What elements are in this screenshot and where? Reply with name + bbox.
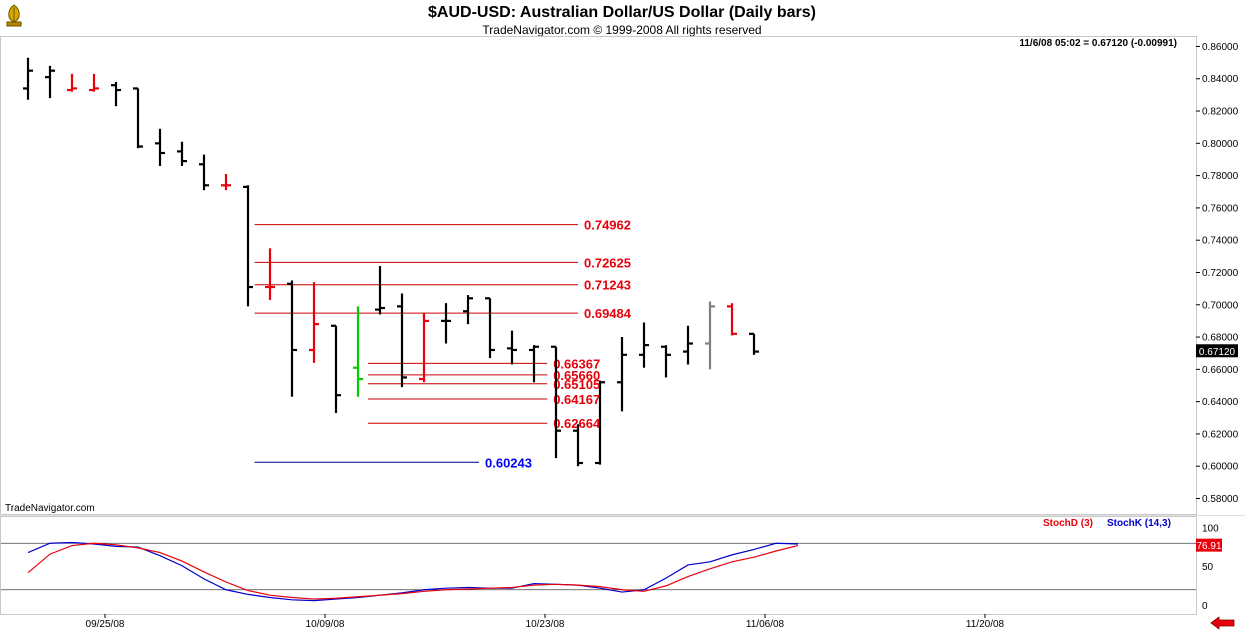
price-bar-14 <box>331 324 341 413</box>
date-tick-1: 10/09/08 <box>306 619 345 630</box>
stoch-last-badge: 76.91 <box>1196 538 1222 552</box>
price-bar-1 <box>45 65 55 99</box>
price-bar-32 <box>727 303 737 336</box>
price-bar-16 <box>375 266 385 315</box>
level-label-8: 0.62664 <box>553 416 601 431</box>
date-tick-2: 10/23/08 <box>526 619 565 630</box>
price-bar-27 <box>617 337 627 412</box>
stochastic-axis: 100 50 0 <box>1202 523 1219 612</box>
price-tick-11: 0.64000 <box>1202 397 1239 408</box>
legend-stoch-k: StochK (14,3) <box>1107 518 1171 529</box>
stoch-d-line <box>27 542 799 600</box>
trade-navigator-logo-icon <box>6 4 22 27</box>
last-quote-readout: 11/6/08 05:02 = 0.67120 (-0.00991) <box>1019 38 1177 49</box>
stoch-tick-1: 50 <box>1202 562 1214 573</box>
price-bar-9 <box>221 174 231 191</box>
price-bar-10 <box>243 185 253 307</box>
price-tick-3: 0.80000 <box>1202 139 1239 150</box>
price-bar-19 <box>441 303 451 344</box>
price-bar-17 <box>397 293 407 388</box>
price-bar-20 <box>463 295 473 325</box>
price-tick-2: 0.82000 <box>1202 107 1239 118</box>
last-price-label: 0.67120 <box>1199 347 1236 358</box>
price-bar-26 <box>595 380 605 465</box>
stochastic-panel <box>1 541 1196 602</box>
level-label-2: 0.71243 <box>584 278 631 293</box>
price-tick-10: 0.66000 <box>1202 365 1239 376</box>
price-bar-31 <box>705 301 715 370</box>
price-bar-2 <box>67 73 77 92</box>
price-tick-4: 0.78000 <box>1202 171 1239 182</box>
level-label-7: 0.64167 <box>553 392 600 407</box>
price-axis: 0.86000 0.84000 0.82000 0.80000 0.78000 0.760… <box>1196 42 1239 505</box>
price-tick-14: 0.58000 <box>1202 494 1239 505</box>
price-bar-12 <box>287 280 297 397</box>
stoch-k-line <box>27 541 799 602</box>
scroll-left-arrow-icon[interactable] <box>1209 616 1237 630</box>
date-tick-3: 11/06/08 <box>746 619 785 630</box>
price-tick-13: 0.60000 <box>1202 462 1239 473</box>
chart-title: $AUD-USD: Australian Dollar/US Dollar (D… <box>428 4 816 21</box>
price-tick-12: 0.62000 <box>1202 429 1239 440</box>
price-tick-5: 0.76000 <box>1202 203 1239 214</box>
price-panel-frame <box>0 36 1197 515</box>
stoch-tick-2: 0 <box>1202 601 1208 612</box>
price-bar-21 <box>485 297 495 359</box>
level-label-1: 0.72625 <box>584 255 631 270</box>
price-tick-9: 0.68000 <box>1202 333 1239 344</box>
price-tick-7: 0.72000 <box>1202 268 1239 279</box>
price-bar-0 <box>23 57 33 100</box>
stoch-last-label: 76.91 <box>1196 541 1221 552</box>
price-tick-8: 0.70000 <box>1202 300 1239 311</box>
price-bar-8 <box>199 154 209 191</box>
price-bar-7 <box>177 141 187 166</box>
price-bar-15 <box>353 306 363 397</box>
price-tick-6: 0.74000 <box>1202 236 1239 247</box>
price-bar-33 <box>749 332 759 355</box>
price-bar-30 <box>683 325 693 365</box>
price-bar-4 <box>111 81 121 107</box>
price-bar-29 <box>661 345 671 378</box>
date-axis: 09/25/08 10/09/08 10/23/08 11/06/08 11/20/08 <box>86 614 1005 630</box>
price-bar-6 <box>155 128 165 166</box>
date-tick-4: 11/20/08 <box>966 619 1005 630</box>
price-bar-18 <box>419 312 429 383</box>
price-bar-23 <box>529 345 539 383</box>
price-bar-13 <box>309 282 319 363</box>
price-bar-5 <box>133 87 143 149</box>
level-label-4: 0.66367 <box>553 356 600 371</box>
price-bar-11 <box>265 248 275 300</box>
price-bar-3 <box>89 73 99 92</box>
stoch-tick-0: 100 <box>1202 523 1219 534</box>
chart-subtitle: TradeNavigator.com © 1999-2008 All right… <box>482 23 761 37</box>
level-label-6: 0.65105 <box>553 377 600 392</box>
price-bar-25 <box>573 424 583 467</box>
stoch-panel-frame <box>0 516 1197 615</box>
date-tick-0: 09/25/08 <box>86 619 125 630</box>
level-label-5: 0.65660 <box>553 368 600 383</box>
price-tick-1: 0.84000 <box>1202 74 1239 85</box>
level-label-0: 0.74962 <box>584 218 631 233</box>
credit-label: TradeNavigator.com <box>5 503 95 514</box>
price-bar-24 <box>551 345 561 459</box>
level-label-9: 0.60243 <box>485 455 532 470</box>
price-bar-22 <box>507 330 517 365</box>
level-label-3: 0.69484 <box>584 306 632 321</box>
legend-stoch-d: StochD (3) <box>1043 518 1093 529</box>
price-tick-0: 0.86000 <box>1202 42 1239 53</box>
fib-levels: 0.74962 0.72625 0.71243 0.69484 0.663670.656… <box>254 218 632 470</box>
last-price-badge: 0.67120 <box>1196 344 1238 358</box>
price-bars <box>23 57 759 467</box>
price-bar-28 <box>639 322 649 368</box>
